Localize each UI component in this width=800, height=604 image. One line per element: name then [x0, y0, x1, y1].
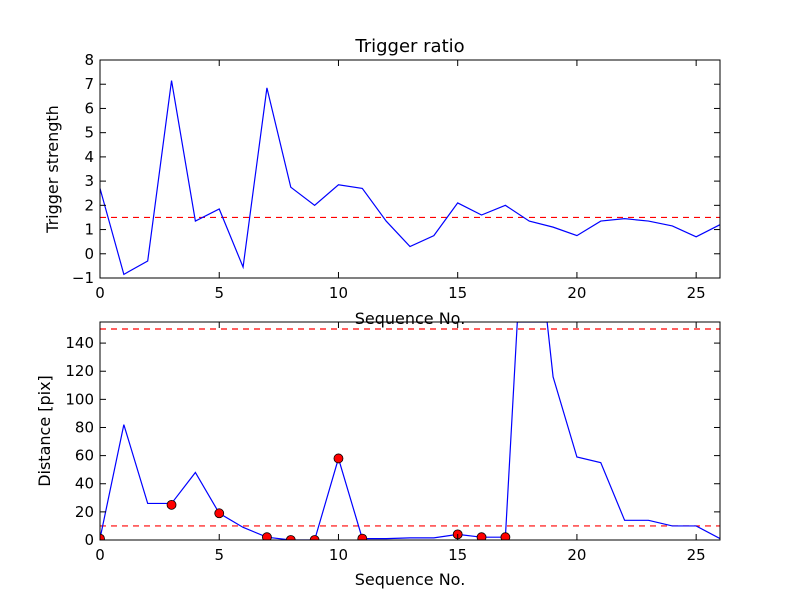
bottom-series-line-0 [100, 322, 720, 540]
top-y-tick-label: 3 [84, 172, 94, 190]
top-y-tick-label: 1 [84, 221, 94, 239]
bottom-marker-point [100, 533, 105, 540]
chart-title: Trigger ratio [354, 36, 464, 57]
bottom-x-axis-label: Sequence No. [355, 570, 466, 589]
bottom-marker-point [285, 535, 296, 540]
bottom-marker-point [333, 453, 344, 464]
bottom-marker-point [309, 535, 320, 540]
top-plot-area [100, 80, 720, 276]
top-y-tick-label: 6 [84, 99, 94, 117]
top-x-tick-label: 5 [214, 284, 224, 302]
top-x-tick-label: 15 [448, 284, 467, 302]
bottom-marker-point [476, 532, 487, 540]
bottom-x-tick-label: 15 [448, 546, 467, 564]
bottom-y-tick-label: 0 [84, 531, 94, 549]
distance-panel: Sequence No. Distance [pix] 0 5 10 15 20 25 0 2… [35, 321, 721, 589]
top-x-tick-label: 25 [687, 284, 706, 302]
bottom-marker-point [166, 499, 177, 510]
bottom-y-tick-label: 80 [75, 418, 94, 436]
top-y-tick-label: 5 [84, 124, 94, 142]
bottom-y-axis-label: Distance [pix] [35, 375, 54, 487]
top-x-tick-label: 0 [95, 284, 105, 302]
top-y-tick-label: 8 [84, 51, 94, 69]
bottom-axes-frame [99, 321, 721, 541]
top-y-tick-label: 4 [84, 148, 94, 166]
bottom-x-tick-label: 20 [567, 546, 586, 564]
bottom-x-tick-label: 5 [214, 546, 224, 564]
top-x-tick-label: 20 [567, 284, 586, 302]
bottom-y-tick-label: 60 [75, 447, 94, 465]
bottom-marker-point [500, 532, 511, 540]
top-series-line-0 [100, 80, 720, 276]
bottom-x-tick-label: 25 [687, 546, 706, 564]
bottom-marker-point [357, 533, 368, 540]
top-y-tick-label: 2 [84, 196, 94, 214]
top-y-tick-label: 0 [84, 245, 94, 263]
bottom-x-tick-label: 10 [329, 546, 348, 564]
bottom-y-tick-label: 120 [65, 362, 94, 380]
bottom-y-tick-label: 140 [65, 334, 94, 352]
top-x-axis-label: Sequence No. [355, 309, 466, 328]
top-x-tick-label: 10 [329, 284, 348, 302]
trigger-strength-panel: Trigger ratio Sequence No. Trigger stren… [43, 36, 721, 328]
bottom-x-tick-label: 0 [95, 546, 105, 564]
top-y-tick-label: 7 [84, 75, 94, 93]
bottom-marker-point [262, 532, 272, 540]
bottom-y-tick-label: 40 [75, 475, 94, 493]
top-axes-frame [99, 59, 721, 279]
top-y-axis-label: Trigger strength [43, 105, 62, 234]
bottom-y-tick-label: 100 [65, 390, 94, 408]
bottom-plot-area [100, 322, 720, 540]
top-y-tick-label: −1 [72, 269, 94, 287]
bottom-marker-point [214, 508, 225, 519]
bottom-y-tick-label: 20 [75, 503, 94, 521]
